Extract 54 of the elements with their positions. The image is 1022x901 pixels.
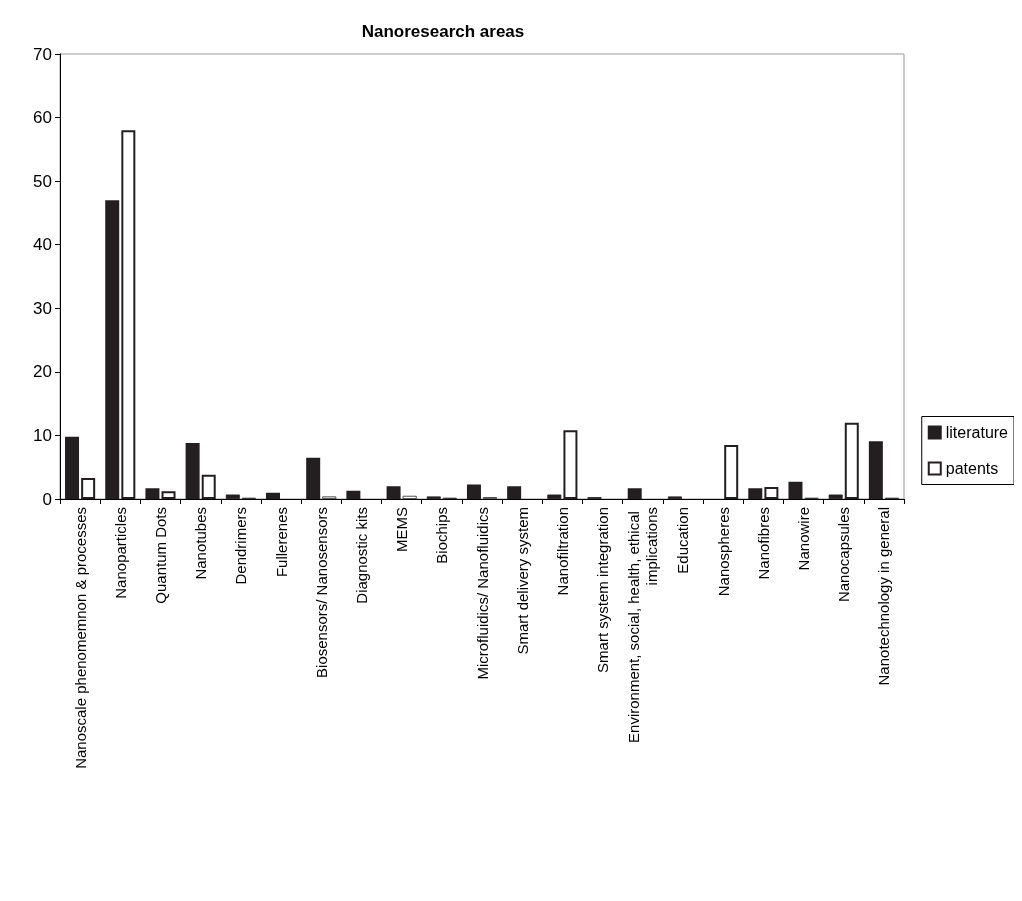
bar <box>844 422 859 499</box>
bar <box>828 494 843 499</box>
x-tick-label: Dendrimers <box>232 507 250 585</box>
x-tick-label: Biosensors/ Nanosensors <box>312 507 330 678</box>
bar <box>145 488 160 499</box>
x-tick-label: Smart system integration <box>594 507 612 673</box>
x-tick-label: Nanofiltration <box>553 507 571 596</box>
x-tick-label: Nanotubes <box>192 507 210 580</box>
bar <box>306 457 321 499</box>
chart-title: Nanoresearch areas <box>361 22 525 41</box>
bar <box>225 494 240 499</box>
x-tick-label: Nanoparticles <box>111 507 129 599</box>
bar <box>201 474 216 499</box>
x-tick-label: Nanotechnology in general <box>875 507 893 686</box>
y-tick-label: 60 <box>33 108 52 128</box>
x-tick-label: MEMS <box>393 507 411 552</box>
bar <box>507 486 522 499</box>
x-tick-label: Nanospheres <box>714 507 732 597</box>
bar <box>105 200 120 499</box>
bar <box>65 436 80 499</box>
bar <box>748 488 763 499</box>
bar <box>868 441 883 499</box>
y-tick-label: 10 <box>33 425 52 445</box>
x-tick-label: Quantum Dots <box>151 507 169 604</box>
y-tick-label: 50 <box>33 171 52 191</box>
y-tick-label: 0 <box>42 489 52 509</box>
bar <box>266 492 280 499</box>
bar <box>764 486 779 499</box>
bar <box>161 491 176 499</box>
bar <box>346 490 361 499</box>
x-tick-label: Nanofibres <box>754 507 772 580</box>
x-tick-label: Education <box>674 507 692 574</box>
y-tick-label: 70 <box>33 44 52 64</box>
x-tick-label: Nanoscale phenomemnon & processes <box>71 507 89 769</box>
y-tick-label: 40 <box>33 235 52 255</box>
y-tick-label: 20 <box>33 362 52 382</box>
x-tick-label: Microfluidics/ Nanofluidics <box>473 507 491 680</box>
bar <box>185 443 200 499</box>
bar <box>81 478 96 499</box>
x-tick-label: Environment, social, health, ethical implications <box>625 507 661 743</box>
legend-label: patents <box>945 460 999 477</box>
x-tick-label: Diagnostic kits <box>352 507 370 604</box>
bar <box>724 444 739 499</box>
x-tick-label: Fullerenes <box>272 507 290 578</box>
y-tick-label: 30 <box>33 298 52 318</box>
legend-label: literature <box>945 424 1009 441</box>
x-tick-label: Biochips <box>433 507 451 564</box>
x-tick-label: Smart delivery system <box>513 507 531 655</box>
bar <box>466 484 481 499</box>
bar <box>627 488 642 499</box>
x-tick-label: Nanowire <box>795 507 813 571</box>
bar <box>788 481 803 499</box>
x-tick-label: Nanocapsules <box>835 507 853 603</box>
bar <box>121 130 136 499</box>
